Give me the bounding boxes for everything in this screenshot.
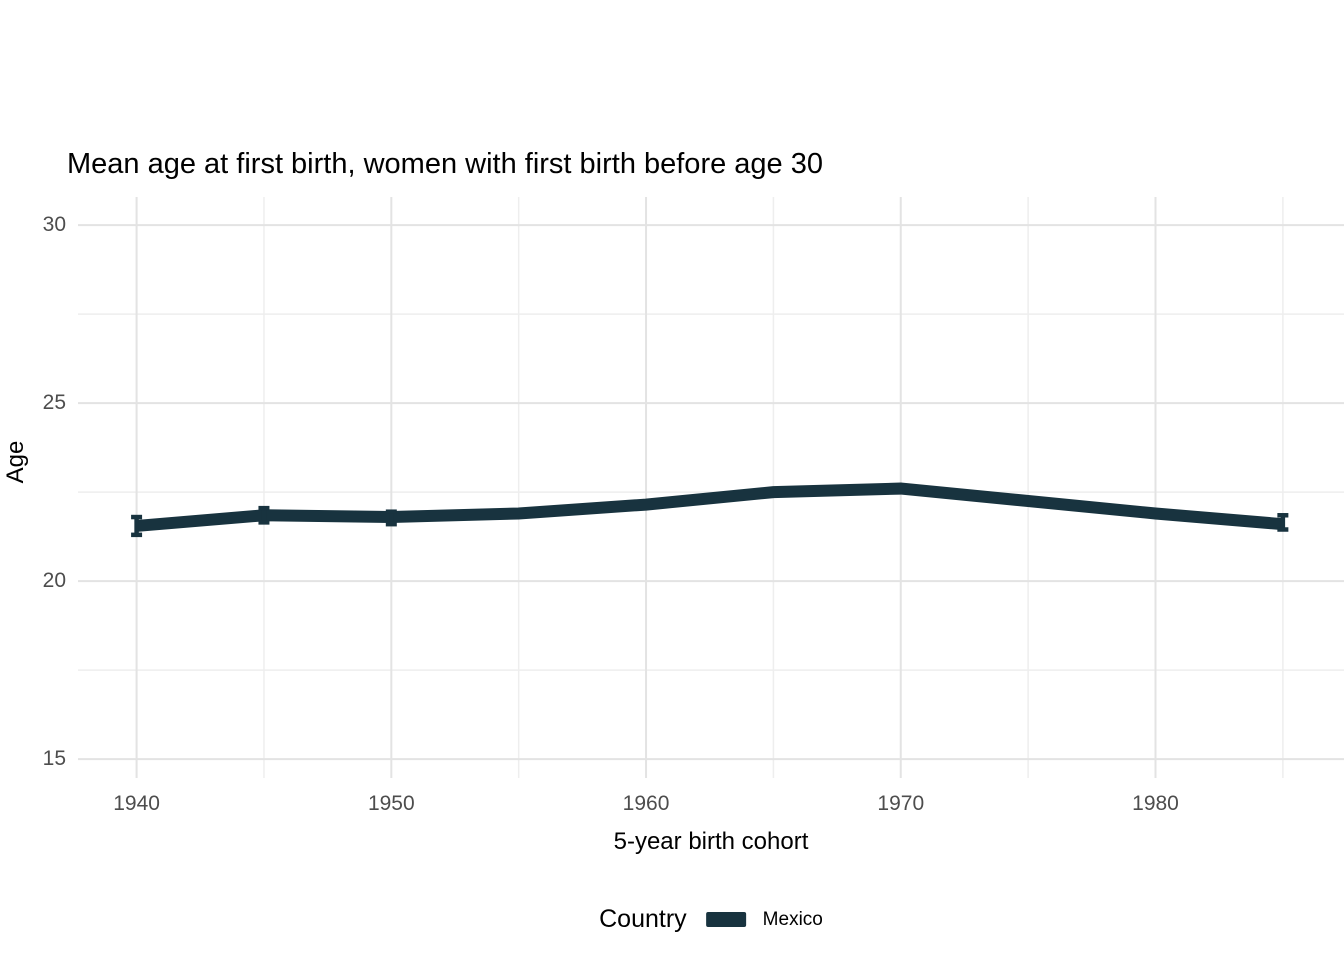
x-tick-label: 1970	[877, 792, 925, 815]
x-tick-label: 1960	[622, 792, 670, 815]
chart-title: Mean age at first birth, women with firs…	[67, 148, 823, 180]
y-tick-label: 25	[42, 391, 66, 415]
legend-title: Country	[599, 905, 687, 933]
legend-swatch-mexico	[705, 912, 746, 927]
y-tick-label: 30	[42, 213, 66, 237]
y-tick-label: 20	[42, 569, 66, 593]
legend: Country Mexico	[599, 905, 823, 934]
y-axis-title: Age	[2, 440, 29, 484]
series-line-mexico	[136, 482, 1284, 532]
x-tick-label: 1940	[113, 792, 160, 815]
x-tick-label: 1950	[367, 792, 415, 815]
x-axis-title: 5-year birth cohort	[613, 828, 809, 855]
y-tick-label: 15	[42, 747, 66, 771]
legend-label-mexico: Mexico	[762, 908, 823, 930]
x-tick-label: 1980	[1132, 792, 1179, 815]
